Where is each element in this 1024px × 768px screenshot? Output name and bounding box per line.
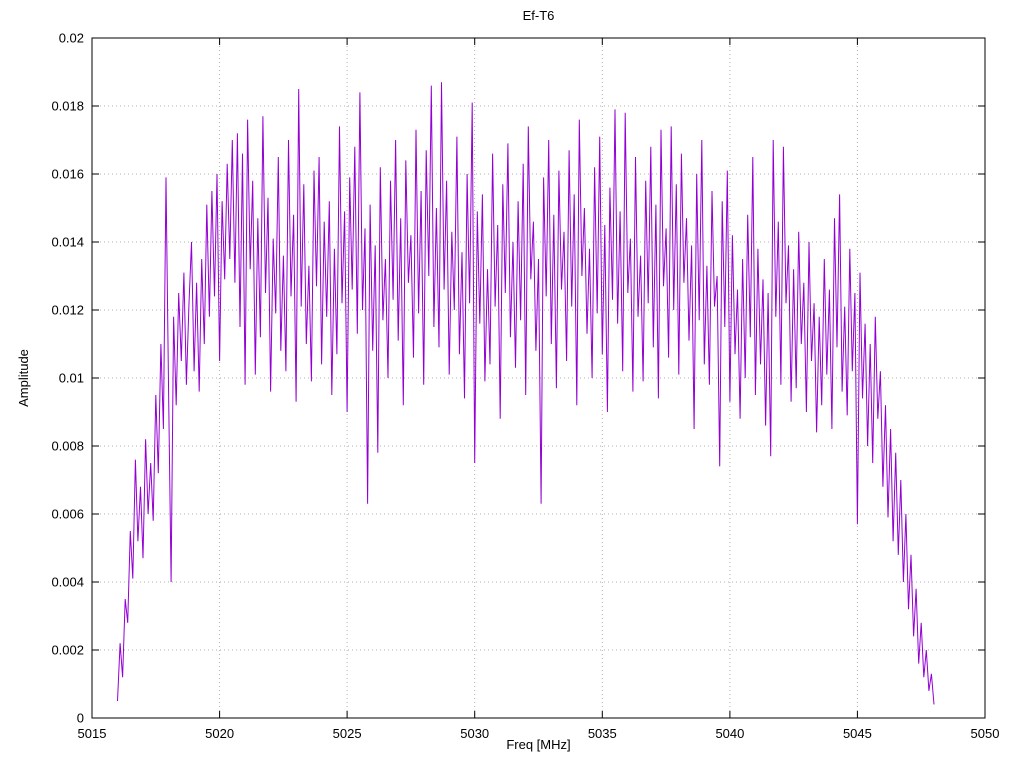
y-tick-label: 0	[77, 711, 84, 726]
x-tick-label: 5025	[333, 726, 362, 741]
y-tick-label: 0.004	[51, 575, 84, 590]
x-tick-label: 5020	[205, 726, 234, 741]
y-tick-label: 0.014	[51, 235, 84, 250]
x-tick-label: 5030	[460, 726, 489, 741]
x-tick-label: 5035	[588, 726, 617, 741]
x-tick-label: 5015	[78, 726, 107, 741]
plot-border	[91, 37, 986, 719]
y-tick-label: 0.012	[51, 303, 84, 318]
y-tick-label: 0.01	[59, 371, 84, 386]
x-tick-label: 5045	[843, 726, 872, 741]
y-tick-label: 0.018	[51, 99, 84, 114]
data-series-line	[117, 82, 935, 705]
y-tick-label: 0.002	[51, 643, 84, 658]
y-tick-label: 0.006	[51, 507, 84, 522]
y-tick-label: 0.008	[51, 439, 84, 454]
y-tick-label: 0.016	[51, 167, 84, 182]
y-tick-label: 0.02	[59, 31, 84, 46]
chart-title: Ef-T6	[522, 8, 555, 23]
x-tick-label: 5040	[715, 726, 744, 741]
x-axis-label: Freq [MHz]	[506, 737, 571, 752]
x-tick-label: 5050	[971, 726, 1000, 741]
